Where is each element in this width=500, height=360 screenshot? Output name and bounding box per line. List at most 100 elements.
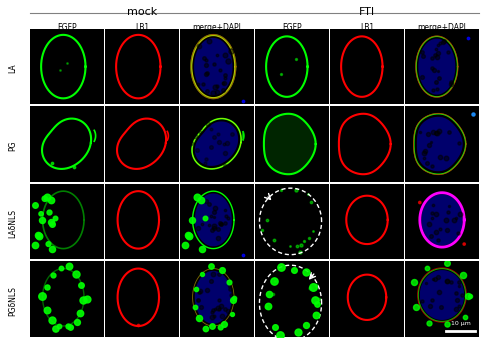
Point xyxy=(218,267,226,273)
Point xyxy=(213,52,221,58)
Point xyxy=(56,265,64,271)
Point xyxy=(433,54,441,60)
Point xyxy=(217,221,225,226)
Point xyxy=(222,72,230,77)
Point xyxy=(454,140,462,146)
Point xyxy=(311,297,319,303)
Point xyxy=(290,267,298,273)
Point xyxy=(208,213,216,219)
Point xyxy=(47,197,55,203)
Point xyxy=(428,163,436,168)
Point xyxy=(196,125,204,131)
Point xyxy=(239,253,247,258)
Point xyxy=(214,235,222,240)
Text: PG: PG xyxy=(8,140,17,151)
Point xyxy=(434,50,442,56)
Point xyxy=(423,265,431,271)
Point xyxy=(66,325,74,330)
Text: EGFP: EGFP xyxy=(282,23,302,32)
Point xyxy=(292,187,300,193)
Point xyxy=(271,278,279,284)
Point xyxy=(208,126,216,132)
Point xyxy=(450,217,458,222)
Point xyxy=(200,55,208,60)
Polygon shape xyxy=(418,39,456,95)
Point xyxy=(452,306,460,311)
Point xyxy=(435,128,443,134)
Point xyxy=(442,260,450,265)
Point xyxy=(416,129,424,135)
Text: merge+DAPI: merge+DAPI xyxy=(192,23,242,32)
Point xyxy=(432,130,440,135)
Text: PGδNLS: PGδNLS xyxy=(8,286,17,315)
Point xyxy=(296,249,304,255)
Point xyxy=(424,320,432,326)
Point xyxy=(192,126,200,132)
Point xyxy=(198,247,206,252)
Point xyxy=(312,312,320,318)
Point xyxy=(208,307,216,312)
Point xyxy=(436,154,444,160)
Point xyxy=(208,263,216,269)
Point xyxy=(412,304,420,310)
Point xyxy=(220,81,228,86)
Point xyxy=(208,227,216,233)
Point xyxy=(410,279,418,285)
Point xyxy=(469,111,477,117)
Point xyxy=(208,310,216,315)
Point xyxy=(31,202,39,208)
Point xyxy=(201,215,209,221)
Point xyxy=(307,199,315,205)
Point xyxy=(209,90,217,95)
Point xyxy=(37,211,45,217)
Point xyxy=(214,131,222,137)
Point xyxy=(443,228,451,233)
Point xyxy=(418,49,426,55)
Point xyxy=(64,324,72,329)
Point xyxy=(203,88,211,94)
Point xyxy=(239,98,247,104)
Point xyxy=(217,221,225,227)
Point xyxy=(210,210,218,215)
Point xyxy=(453,297,461,302)
Point xyxy=(302,269,310,275)
Point xyxy=(214,305,222,311)
Point xyxy=(180,242,188,247)
Point xyxy=(202,62,210,68)
Point xyxy=(264,217,272,222)
Point xyxy=(185,233,193,239)
Point xyxy=(418,74,426,80)
Point xyxy=(447,79,455,85)
Point xyxy=(47,219,55,225)
Point xyxy=(214,226,222,232)
Polygon shape xyxy=(264,114,316,174)
Point xyxy=(442,155,450,161)
Point xyxy=(220,321,228,327)
Point xyxy=(440,40,448,45)
Point xyxy=(224,308,232,314)
Point xyxy=(428,234,436,239)
Point xyxy=(416,199,424,205)
Point xyxy=(34,232,42,238)
Point xyxy=(434,68,442,74)
Point xyxy=(426,221,434,227)
Point xyxy=(298,242,306,248)
Point xyxy=(224,58,232,64)
Point xyxy=(222,213,230,219)
Point xyxy=(443,278,451,284)
Point xyxy=(444,129,452,135)
Point xyxy=(209,271,217,276)
Point xyxy=(194,297,202,303)
Point xyxy=(430,68,438,73)
Point xyxy=(428,215,436,221)
Polygon shape xyxy=(243,131,244,140)
Point xyxy=(48,247,56,252)
Point xyxy=(262,304,270,310)
Point xyxy=(222,163,230,168)
Point xyxy=(452,215,460,221)
Point xyxy=(48,317,56,323)
Point xyxy=(435,289,443,295)
Point xyxy=(80,297,88,303)
Point xyxy=(216,67,224,73)
Text: EGFP: EGFP xyxy=(57,23,77,32)
